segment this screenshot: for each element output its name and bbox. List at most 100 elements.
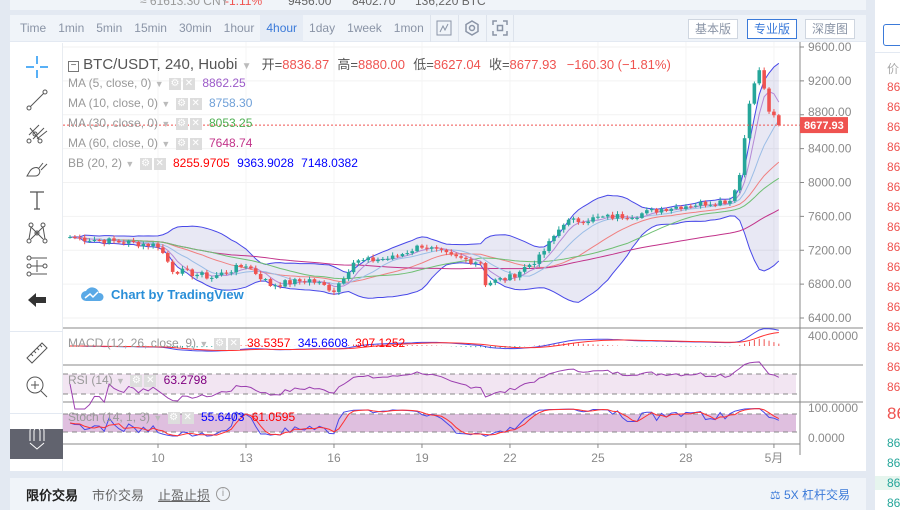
bid-row[interactable]: 86 bbox=[887, 456, 900, 470]
magnet-button[interactable] bbox=[10, 423, 63, 459]
timeframe-5min[interactable]: 5min bbox=[96, 21, 123, 35]
crosshair-icon[interactable] bbox=[22, 53, 52, 81]
chevron-down-icon[interactable]: ▼ bbox=[116, 376, 125, 386]
ask-row[interactable]: 86 bbox=[887, 300, 900, 314]
ask-row[interactable]: 86 bbox=[887, 240, 900, 254]
measure-lines-icon[interactable] bbox=[22, 252, 52, 280]
tab-limit-order[interactable]: 限价交易 bbox=[26, 487, 79, 503]
tab-stop-order[interactable]: 止盈止损 bbox=[158, 487, 211, 503]
indicator-icon[interactable] bbox=[457, 14, 486, 42]
ask-row[interactable]: 86 bbox=[887, 340, 900, 354]
close-icon[interactable]: ✕ bbox=[153, 157, 166, 170]
candle-body bbox=[728, 200, 732, 204]
ask-row[interactable]: 86 bbox=[887, 100, 900, 114]
trend-line-icon[interactable] bbox=[22, 86, 52, 114]
candle-body bbox=[87, 240, 92, 242]
price-tick-label: 6400.00 bbox=[808, 311, 852, 325]
settings-icon[interactable]: ⚙ bbox=[175, 97, 188, 110]
basic-version-button[interactable]: 基本版 bbox=[688, 19, 739, 39]
text-icon[interactable] bbox=[22, 186, 52, 214]
timeframe-time[interactable]: Time bbox=[20, 21, 47, 35]
settings-icon[interactable]: ⚙ bbox=[168, 77, 181, 90]
collapse-icon[interactable]: − bbox=[68, 61, 79, 72]
timeframe-1min[interactable]: 1min bbox=[58, 21, 85, 35]
ask-row[interactable]: 86 bbox=[887, 160, 900, 174]
price-tick-label: 9200.00 bbox=[808, 74, 852, 88]
timeframe-1hour[interactable]: 1hour bbox=[223, 21, 255, 35]
candle-body bbox=[263, 279, 268, 281]
ask-row[interactable]: 86 bbox=[887, 360, 900, 374]
ask-row[interactable]: 86 bbox=[887, 120, 900, 134]
timeframe-1day[interactable]: 1day bbox=[309, 21, 336, 35]
settings-icon[interactable]: ⚙ bbox=[130, 374, 143, 387]
timeframe-30min[interactable]: 30min bbox=[178, 21, 212, 35]
ask-row[interactable]: 86 bbox=[887, 180, 900, 194]
fullscreen-icon[interactable] bbox=[485, 14, 514, 42]
bid-row[interactable]: 86 bbox=[887, 496, 900, 510]
close-icon[interactable]: ✕ bbox=[189, 137, 202, 150]
chevron-down-icon[interactable]: ▼ bbox=[161, 139, 171, 149]
timeframe-1mon[interactable]: 1mon bbox=[393, 21, 424, 35]
zoom-in-icon[interactable] bbox=[22, 373, 52, 401]
settings-icon[interactable]: ⚙ bbox=[213, 337, 226, 350]
candle-body bbox=[586, 221, 590, 224]
ruler-icon[interactable] bbox=[22, 339, 52, 367]
pro-version-button[interactable]: 专业版 bbox=[747, 19, 798, 39]
chevron-down-icon[interactable]: ▼ bbox=[153, 413, 163, 423]
candle-body bbox=[190, 269, 195, 277]
macd-signal-line bbox=[70, 332, 779, 352]
tab-market-order[interactable]: 市价交易 bbox=[92, 487, 145, 503]
timeframe-1week[interactable]: 1week bbox=[347, 21, 382, 35]
back-arrow-icon[interactable] bbox=[22, 286, 52, 314]
candle-body bbox=[244, 266, 248, 268]
chevron-down-icon[interactable]: ▼ bbox=[161, 119, 171, 129]
depth-chart-button[interactable]: 深度图 bbox=[805, 19, 856, 39]
ask-row[interactable]: 86 bbox=[887, 140, 900, 154]
chevron-down-icon[interactable]: ▼ bbox=[154, 79, 164, 89]
chevron-down-icon[interactable]: ▼ bbox=[241, 61, 252, 72]
indicator-value: 7148.0382 bbox=[301, 156, 358, 170]
chart-area[interactable]: 9600.00 9200.00 8800.00 8400.00 8000.00 7600.… bbox=[63, 40, 866, 474]
ask-row[interactable]: 86 bbox=[887, 260, 900, 274]
pitchfork-icon[interactable] bbox=[22, 119, 52, 147]
ask-row[interactable]: 86 bbox=[887, 200, 900, 214]
candle-body bbox=[610, 214, 615, 219]
ask-row[interactable]: 86 bbox=[887, 380, 900, 394]
close-value: 8677.93 bbox=[509, 57, 557, 72]
chevron-down-icon[interactable]: ▼ bbox=[161, 99, 171, 109]
timeframe-4hour[interactable]: 4hour bbox=[260, 14, 304, 42]
ask-row[interactable]: 86 bbox=[887, 80, 900, 94]
candle-body bbox=[733, 190, 737, 201]
close-icon[interactable]: ✕ bbox=[227, 337, 240, 350]
ask-row[interactable]: 86 bbox=[887, 280, 900, 294]
candle-body bbox=[121, 242, 126, 244]
settings-icon[interactable]: ⚙ bbox=[167, 411, 180, 424]
timeframe-15min[interactable]: 15min bbox=[134, 21, 167, 35]
close-icon[interactable]: ✕ bbox=[182, 77, 195, 90]
settings-icon[interactable]: ⚙ bbox=[139, 157, 152, 170]
pattern-icon[interactable] bbox=[22, 219, 52, 247]
candle-body bbox=[659, 209, 664, 213]
bid-row[interactable]: 86 bbox=[875, 476, 900, 490]
candle-body bbox=[185, 268, 190, 270]
candle-body bbox=[224, 272, 229, 274]
settings-icon[interactable]: ⚙ bbox=[175, 117, 188, 130]
chevron-down-icon[interactable]: ▼ bbox=[199, 339, 209, 349]
chart-type-icon[interactable] bbox=[429, 14, 458, 42]
settings-icon[interactable]: ⚙ bbox=[175, 137, 188, 150]
drawing-toolbar bbox=[10, 43, 63, 471]
orderbook-toggle[interactable] bbox=[883, 24, 900, 46]
chevron-down-icon[interactable]: ▼ bbox=[125, 159, 135, 169]
close-icon[interactable]: ✕ bbox=[189, 97, 202, 110]
candle-body bbox=[488, 282, 493, 286]
tradingview-watermark[interactable]: Chart by TradingView bbox=[81, 286, 244, 302]
leverage-link[interactable]: ⚖ 5X 杠杆交易 bbox=[769, 487, 850, 502]
bid-row[interactable]: 86 bbox=[887, 436, 900, 450]
ask-row[interactable]: 86 bbox=[887, 320, 900, 334]
brush-icon[interactable] bbox=[22, 153, 52, 181]
close-icon[interactable]: ✕ bbox=[181, 411, 194, 424]
info-icon[interactable]: i bbox=[216, 487, 231, 501]
close-icon[interactable]: ✕ bbox=[144, 374, 157, 387]
close-icon[interactable]: ✕ bbox=[189, 117, 202, 130]
ask-row[interactable]: 86 bbox=[887, 220, 900, 234]
